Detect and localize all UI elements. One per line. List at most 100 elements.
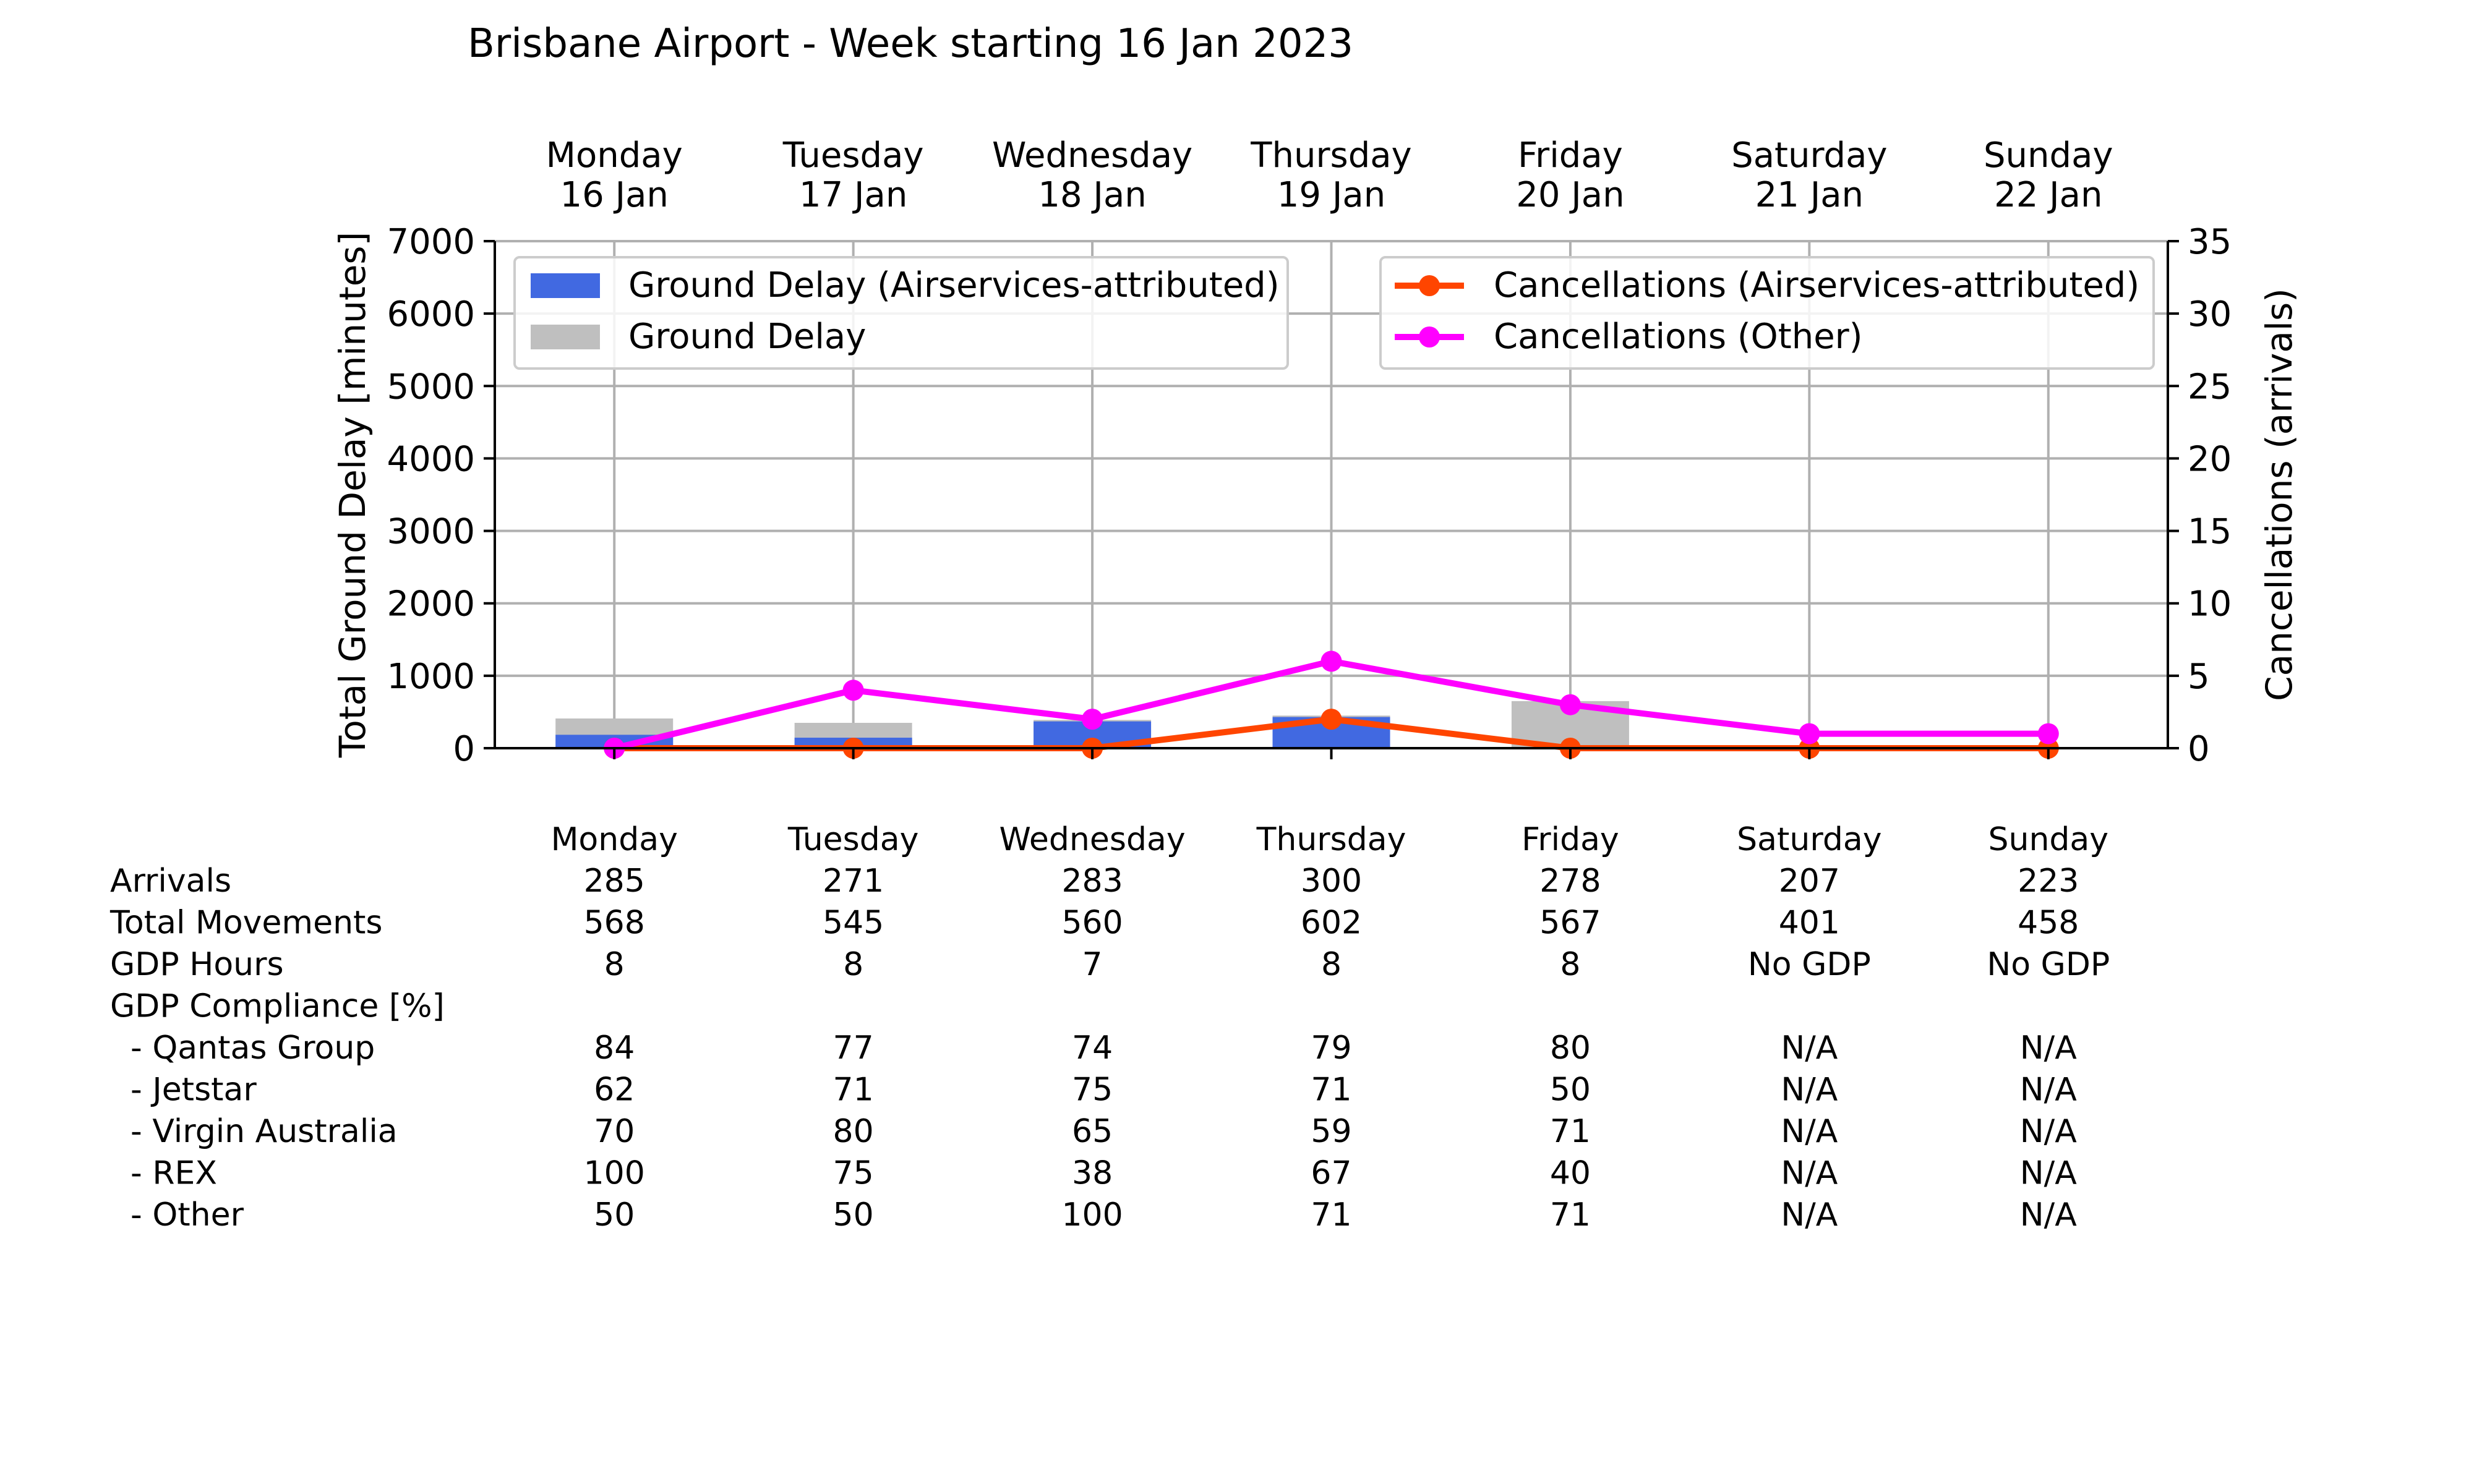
legend-label-cancellations-airservices: Cancellations (Airservices-attributed) — [1494, 265, 2139, 305]
legend-left-box — [513, 256, 1289, 370]
table-row-label: - Qantas Group — [110, 1030, 375, 1067]
table-cell: 50 — [833, 1196, 874, 1234]
table-row-label: - Other — [110, 1196, 244, 1234]
table-cell: 278 — [1539, 863, 1601, 900]
table-cell: No GDP — [1748, 946, 1871, 983]
y-right-tick-label: 25 — [2188, 367, 2232, 407]
y-left-axis-label: Total Ground Delay [minutes] — [332, 232, 374, 758]
y-right-tick-label: 5 — [2188, 657, 2210, 697]
table-cell: 560 — [1061, 905, 1123, 942]
y-right-tick-label: 0 — [2188, 729, 2210, 769]
table-cell: 84 — [594, 1030, 635, 1067]
table-cell: 401 — [1779, 905, 1840, 942]
top-date-label: 16 Jan — [560, 175, 669, 215]
table-cell: 80 — [833, 1113, 874, 1150]
table-row-label: - Jetstar — [110, 1072, 257, 1109]
top-date-label: 17 Jan — [799, 175, 907, 215]
table-column-header: Friday — [1522, 821, 1619, 858]
table-cell: 602 — [1301, 905, 1362, 942]
table-cell: 285 — [584, 863, 645, 900]
y-right-axis-label: Cancellations (arrivals) — [2258, 288, 2300, 701]
table-cell: 40 — [1550, 1155, 1591, 1192]
top-day-label: Sunday — [1984, 135, 2113, 176]
table-cell: 71 — [1311, 1196, 1351, 1234]
table-column-header: Saturday — [1737, 821, 1881, 858]
table-cell: 8 — [1321, 946, 1342, 983]
top-day-label: Monday — [546, 135, 683, 176]
top-date-label: 21 Jan — [1755, 175, 1864, 215]
table-cell: N/A — [2020, 1196, 2077, 1234]
table-cell: 283 — [1061, 863, 1123, 900]
top-date-label: 20 Jan — [1516, 175, 1624, 215]
table-cell: N/A — [1781, 1113, 1838, 1150]
table-cell: N/A — [1781, 1196, 1838, 1234]
point-cancellations-other — [1799, 723, 1820, 744]
table-cell: N/A — [2020, 1030, 2077, 1067]
table-cell: 59 — [1311, 1113, 1351, 1150]
table-cell: 77 — [833, 1030, 874, 1067]
table-cell: 71 — [1311, 1072, 1351, 1109]
top-day-label: Friday — [1518, 135, 1623, 176]
table-cell: 75 — [833, 1155, 874, 1192]
table-row-label: - Virgin Australia — [110, 1113, 398, 1150]
legend-label-ground-delay-airservices: Ground Delay (Airservices-attributed) — [628, 265, 1280, 305]
table-column-header: Wednesday — [999, 821, 1186, 858]
point-cancellations-other — [1082, 709, 1103, 730]
chart-title: Brisbane Airport - Week starting 16 Jan … — [468, 21, 1353, 67]
top-date-label: 19 Jan — [1277, 175, 1385, 215]
top-day-label: Saturday — [1731, 135, 1887, 176]
y-right-tick-label: 15 — [2188, 512, 2232, 552]
point-cancellations-airservices — [1320, 709, 1342, 730]
table-column-header: Tuesday — [787, 821, 919, 858]
table-cell: 458 — [2018, 905, 2079, 942]
table-cell: 75 — [1072, 1072, 1113, 1109]
table-cell: 38 — [1072, 1155, 1113, 1192]
y-left-tick-label: 5000 — [387, 367, 475, 407]
legend-label-cancellations-other: Cancellations (Other) — [1494, 317, 1863, 357]
table-row-label: - REX — [110, 1155, 217, 1192]
y-right-tick-label: 30 — [2188, 294, 2232, 335]
table-cell: 100 — [584, 1155, 645, 1192]
table-cell: 50 — [594, 1196, 635, 1234]
table-row-label: Arrivals — [110, 863, 231, 900]
table-row-label: Total Movements — [109, 905, 383, 942]
top-day-label: Wednesday — [992, 135, 1192, 176]
table-cell: 79 — [1311, 1030, 1351, 1067]
y-left-tick-label: 1000 — [387, 657, 475, 697]
table-row-label: GDP Compliance [%] — [110, 988, 445, 1025]
y-left-tick-label: 0 — [453, 729, 475, 769]
y-right-tick-label: 20 — [2188, 439, 2232, 479]
table-cell: 223 — [2018, 863, 2079, 900]
table-cell: N/A — [2020, 1113, 2077, 1150]
table-column-header: Monday — [551, 821, 678, 858]
table-cell: 300 — [1301, 863, 1362, 900]
table-cell: 100 — [1061, 1196, 1123, 1234]
table-cell: 8 — [843, 946, 863, 983]
legend-marker-cancellations-airservices — [1419, 275, 1440, 296]
table-cell: 62 — [594, 1072, 635, 1109]
legend-right-box — [1379, 256, 2155, 370]
table-column-header: Thursday — [1256, 821, 1406, 858]
legend-swatch-ground-delay-airservices — [531, 273, 600, 298]
table-cell: 70 — [594, 1113, 635, 1150]
table-cell: 545 — [823, 905, 884, 942]
table-cell: 271 — [823, 863, 884, 900]
table-cell: 74 — [1072, 1030, 1113, 1067]
y-left-tick-label: 2000 — [387, 584, 475, 625]
table-column-header: Sunday — [1988, 821, 2108, 858]
table-row-label: GDP Hours — [110, 946, 284, 983]
table-cell: N/A — [2020, 1072, 2077, 1109]
top-date-label: 18 Jan — [1038, 175, 1146, 215]
table-cell: 71 — [1550, 1113, 1591, 1150]
table-cell: N/A — [2020, 1155, 2077, 1192]
table-cell: N/A — [1781, 1155, 1838, 1192]
legend-label-ground-delay: Ground Delay — [628, 317, 866, 357]
table-cell: 567 — [1539, 905, 1601, 942]
table-cell: N/A — [1781, 1072, 1838, 1109]
point-cancellations-other — [1320, 650, 1342, 672]
y-left-tick-label: 7000 — [387, 222, 475, 262]
legend-marker-cancellations-other — [1419, 326, 1440, 348]
y-left-tick-label: 6000 — [387, 294, 475, 335]
table-cell: 67 — [1311, 1155, 1351, 1192]
